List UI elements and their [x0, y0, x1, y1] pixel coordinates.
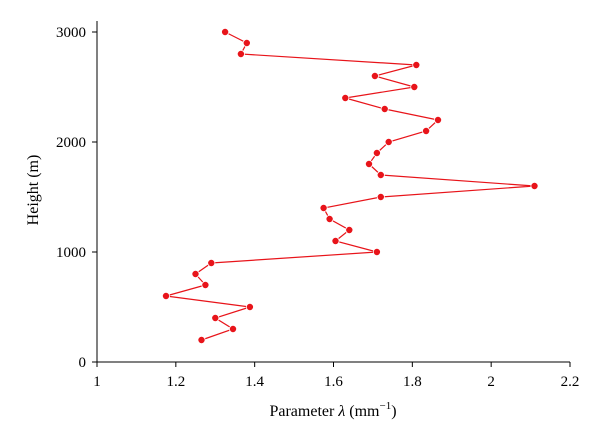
- x-tick-label: 2: [487, 374, 495, 390]
- data-point: [197, 335, 206, 344]
- data-point: [242, 39, 251, 48]
- data-point: [211, 313, 220, 322]
- data-point: [161, 291, 170, 300]
- plot-area: [161, 27, 539, 344]
- data-point: [191, 269, 200, 278]
- x-tick-label: 1.4: [245, 374, 264, 390]
- y-tick-label: 3000: [56, 25, 86, 41]
- data-point: [236, 50, 245, 59]
- data-point: [221, 27, 230, 36]
- x-tick-label: 1: [93, 374, 101, 390]
- x-tick-label: 2.2: [561, 374, 580, 390]
- data-point: [372, 148, 381, 157]
- data-point: [372, 247, 381, 256]
- data-point: [364, 159, 373, 168]
- series-line: [165, 31, 535, 341]
- x-axis-title: Parameter λ (mm−1): [269, 400, 396, 420]
- x-ticks: 1 1.2 1.4 1.6 1.8 2 2.2: [93, 362, 579, 390]
- data-point: [530, 181, 539, 190]
- data-point: [345, 225, 354, 234]
- y-tick-label: 1000: [56, 245, 86, 261]
- data-point: [245, 302, 254, 311]
- data-point: [341, 94, 350, 103]
- data-point: [433, 116, 442, 125]
- data-point: [325, 214, 334, 223]
- axes: [96, 21, 570, 363]
- x-tick-label: 1.2: [166, 374, 185, 390]
- data-point: [376, 192, 385, 201]
- data-point: [422, 127, 431, 136]
- data-point: [384, 137, 393, 146]
- data-point: [370, 72, 379, 81]
- y-ticks: 0 1000 2000 3000: [56, 25, 97, 371]
- data-point: [201, 280, 210, 289]
- data-point: [412, 61, 421, 70]
- data-point: [376, 170, 385, 179]
- data-point: [331, 236, 340, 245]
- y-axis-title: Height (m): [25, 155, 42, 226]
- x-tick-label: 1.8: [403, 374, 422, 390]
- data-point: [410, 83, 419, 92]
- data-point: [207, 258, 216, 267]
- y-tick-label: 2000: [56, 135, 86, 151]
- data-point: [228, 324, 237, 333]
- data-point: [319, 203, 328, 212]
- data-point: [380, 105, 389, 114]
- y-tick-label: 0: [79, 355, 87, 371]
- x-tick-label: 1.6: [324, 374, 343, 390]
